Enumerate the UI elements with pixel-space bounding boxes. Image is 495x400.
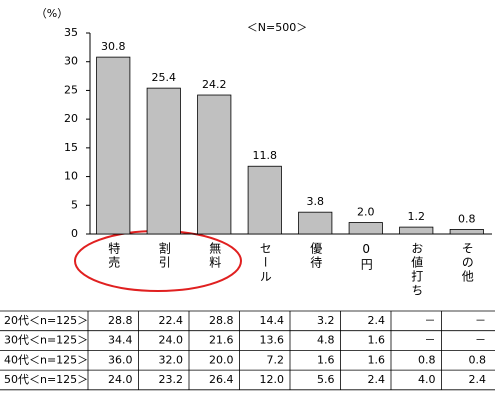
table-cell: 5.6 [317,373,335,386]
row-label: 50代＜n=125＞ [4,373,88,386]
table-cell: 22.4 [159,314,184,327]
table-cell: － [425,334,436,347]
x-tick-label: 0円 [359,242,373,272]
x-tick-label: 優待 [309,242,323,270]
x-tick-label: 特売 [107,241,121,270]
table-cell: 0.8 [469,353,487,366]
y-tick-label: 25 [64,83,78,96]
y-tick-label: 30 [64,55,78,68]
y-axis-label: （%） [36,7,68,20]
table-cell: 2.4 [469,373,487,386]
table-cell: － [475,334,486,347]
annotation: ＜N=500＞ [247,21,307,34]
table-cell: 3.2 [317,314,335,327]
value-label: 1.2 [408,210,426,223]
value-label: 11.8 [253,149,278,162]
table-cell: － [475,314,486,327]
bar [449,229,484,235]
y-tick-label: 5 [71,198,78,211]
table-cell: 26.4 [209,373,234,386]
table-cell: 0.8 [418,353,436,366]
y-tick-label: 0 [71,227,78,240]
table-cell: 23.2 [159,373,184,386]
table-cell: 34.4 [108,334,133,347]
table-cell: 1.6 [317,353,335,366]
bar [247,165,282,235]
table-cell: 1.6 [368,334,386,347]
table-cell: 1.6 [368,353,386,366]
bar [399,226,434,235]
table-cell: 36.0 [108,353,133,366]
table-cell: 24.0 [108,373,133,386]
y-tick-label: 35 [64,26,78,39]
table-cell: 24.0 [159,334,184,347]
table-cell: 7.2 [267,353,285,366]
table-cell: 13.6 [260,334,285,347]
row-label: 40代＜n=125＞ [4,353,88,366]
table-cell: 2.4 [368,373,386,386]
table-cell: 21.6 [209,334,234,347]
value-label: 24.2 [202,78,227,91]
y-tick-label: 10 [64,170,78,183]
table-cell: 28.8 [209,314,234,327]
bar [298,211,333,235]
x-tick-label: 無料 [208,241,222,270]
row-label: 30代＜n=125＞ [4,334,88,347]
table-cell: － [425,314,436,327]
value-label: 2.0 [357,206,375,219]
table-cell: 2.4 [368,314,386,327]
value-label: 0.8 [458,212,476,225]
row-label: 20代＜n=125＞ [4,314,88,327]
table-cell: 14.4 [260,314,285,327]
table-cell: 12.0 [260,373,285,386]
table-cell: 4.0 [418,373,436,386]
bar [146,87,181,235]
table-cell: 4.8 [317,334,335,347]
x-tick-label: その他 [460,242,474,284]
x-tick-label: お値打ち [410,242,424,298]
x-tick-label: セール [258,242,272,284]
bar [197,94,232,235]
y-tick-label: 15 [64,141,78,154]
table-cell: 28.8 [108,314,133,327]
x-tick-label: 割引 [157,241,171,270]
bar [96,56,131,235]
y-tick-label: 20 [64,112,78,125]
value-label: 30.8 [101,40,126,53]
value-label: 25.4 [152,71,177,84]
value-label: 3.8 [307,195,325,208]
bar [348,222,383,235]
table-cell: 20.0 [209,353,234,366]
table-cell: 32.0 [159,353,184,366]
